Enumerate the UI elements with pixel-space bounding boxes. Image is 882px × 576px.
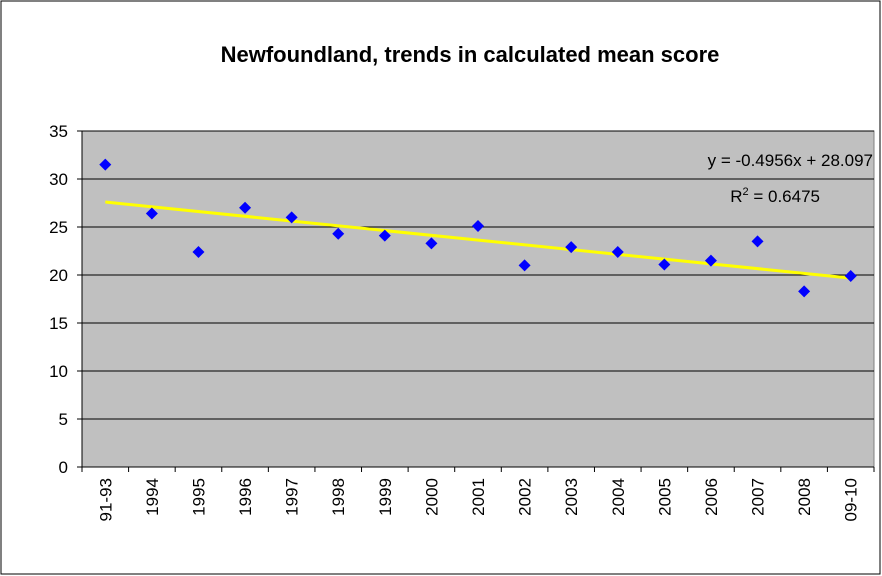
point <box>798 285 811 298</box>
r2-sup: 2 <box>743 186 749 198</box>
trendline-equation: y = -0.4956x + 28.097 <box>708 151 873 170</box>
x-tick-label: 91-93 <box>96 478 115 521</box>
chart-title: Newfoundland, trends in calculated mean … <box>221 42 720 67</box>
point <box>378 229 391 242</box>
plot-area <box>81 130 875 468</box>
y-tick-label: 0 <box>59 458 68 477</box>
point <box>704 254 717 267</box>
x-tick-label: 2000 <box>422 478 441 516</box>
point <box>611 245 624 258</box>
y-tick-label: 10 <box>49 362 68 381</box>
point <box>751 235 764 248</box>
trendline-r2: R2 = 0.6475 <box>730 186 820 206</box>
point <box>658 258 671 271</box>
x-tick-label: 2006 <box>702 478 721 516</box>
point <box>565 241 578 254</box>
r2-base: R <box>730 187 742 206</box>
point <box>518 259 531 272</box>
x-tick-label: 1997 <box>283 478 302 516</box>
x-tick-label: 2005 <box>655 478 674 516</box>
x-tick-label: 2002 <box>516 478 535 516</box>
point <box>332 227 345 240</box>
x-tick-label: 1998 <box>329 478 348 516</box>
x-tick-label: 2004 <box>609 478 628 516</box>
x-tick-label: 1995 <box>189 478 208 516</box>
trendline <box>105 200 851 280</box>
x-tick-label: 1996 <box>236 478 255 516</box>
x-tick-label: 2001 <box>469 478 488 516</box>
point <box>239 201 252 214</box>
point <box>99 158 112 171</box>
y-tick-label: 25 <box>49 218 68 237</box>
y-tick-label: 35 <box>49 122 68 141</box>
y-tick-label: 30 <box>49 170 68 189</box>
x-tick-label: 1994 <box>143 478 162 516</box>
r2-rest: = 0.6475 <box>749 187 820 206</box>
point <box>285 211 298 224</box>
point <box>425 237 438 250</box>
y-tick-label: 20 <box>49 266 68 285</box>
x-tick-label: 1999 <box>376 478 395 516</box>
point <box>472 220 484 233</box>
point <box>192 245 205 258</box>
point <box>145 207 158 220</box>
x-tick-label: 2007 <box>749 478 768 516</box>
x-tick-label: 09-10 <box>842 478 861 521</box>
y-tick-label: 15 <box>49 314 68 333</box>
x-tick-label: 2008 <box>795 478 814 516</box>
x-tick-label: 2003 <box>562 478 581 516</box>
y-tick-label: 5 <box>59 410 68 429</box>
point <box>844 269 857 282</box>
